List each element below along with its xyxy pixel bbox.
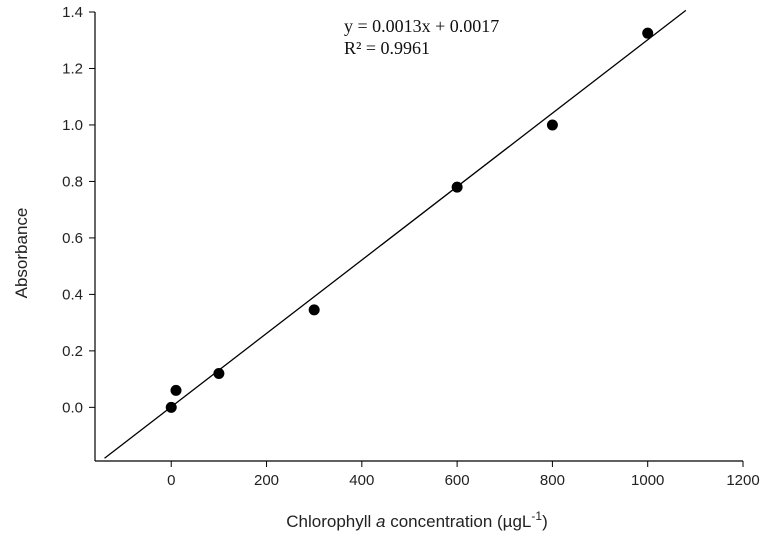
data-point	[546, 119, 558, 131]
fit-line	[104, 9, 687, 459]
x-axis-title-close: )	[542, 512, 548, 531]
y-tick-label: 1.0	[62, 117, 83, 134]
x-tick-label: 0	[167, 472, 175, 489]
data-point	[308, 304, 320, 316]
y-tick-label: 0.4	[62, 286, 83, 303]
x-axis-title-post: concentration (µgL	[386, 512, 532, 531]
y-tick-label: 0.6	[62, 230, 83, 247]
y-tick-label: 0.0	[62, 399, 83, 416]
plot-area: 0 200 400 600 800 1000 1200 0.0 0.2 0.4 0.6 0.8 1.0…	[62, 4, 760, 489]
y-tick-label: 0.8	[62, 173, 83, 190]
data-point	[642, 27, 654, 39]
x-axis-title-pre: Chlorophyll	[286, 512, 376, 531]
r-squared-label: R² = 0.9961	[344, 38, 430, 58]
x-axis-ticks: 0 200 400 600 800 1000 1200	[167, 461, 760, 489]
x-axis-title-sup: -1	[531, 509, 542, 523]
data-point	[451, 181, 463, 193]
data-points	[165, 27, 654, 413]
data-point	[170, 384, 182, 396]
x-tick-label: 200	[254, 472, 279, 489]
x-axis-title: Chlorophyll a concentration (µgL-1)	[286, 509, 547, 531]
data-point	[213, 367, 225, 379]
x-tick-label: 800	[540, 472, 565, 489]
x-tick-label: 400	[349, 472, 374, 489]
y-axis-ticks: 0.0 0.2 0.4 0.6 0.8 1.0 1.2 1.4	[62, 4, 95, 416]
y-tick-label: 1.4	[62, 4, 83, 21]
data-point	[165, 401, 177, 413]
x-tick-label: 1200	[726, 472, 759, 489]
y-axis-title: Absorbance	[12, 208, 31, 299]
x-tick-label: 1000	[631, 472, 664, 489]
equation-label: y = 0.0013x + 0.0017	[344, 16, 499, 36]
x-tick-label: 600	[445, 472, 470, 489]
y-tick-label: 0.2	[62, 343, 83, 360]
x-axis-title-italic: a	[376, 512, 385, 531]
y-tick-label: 1.2	[62, 60, 83, 77]
